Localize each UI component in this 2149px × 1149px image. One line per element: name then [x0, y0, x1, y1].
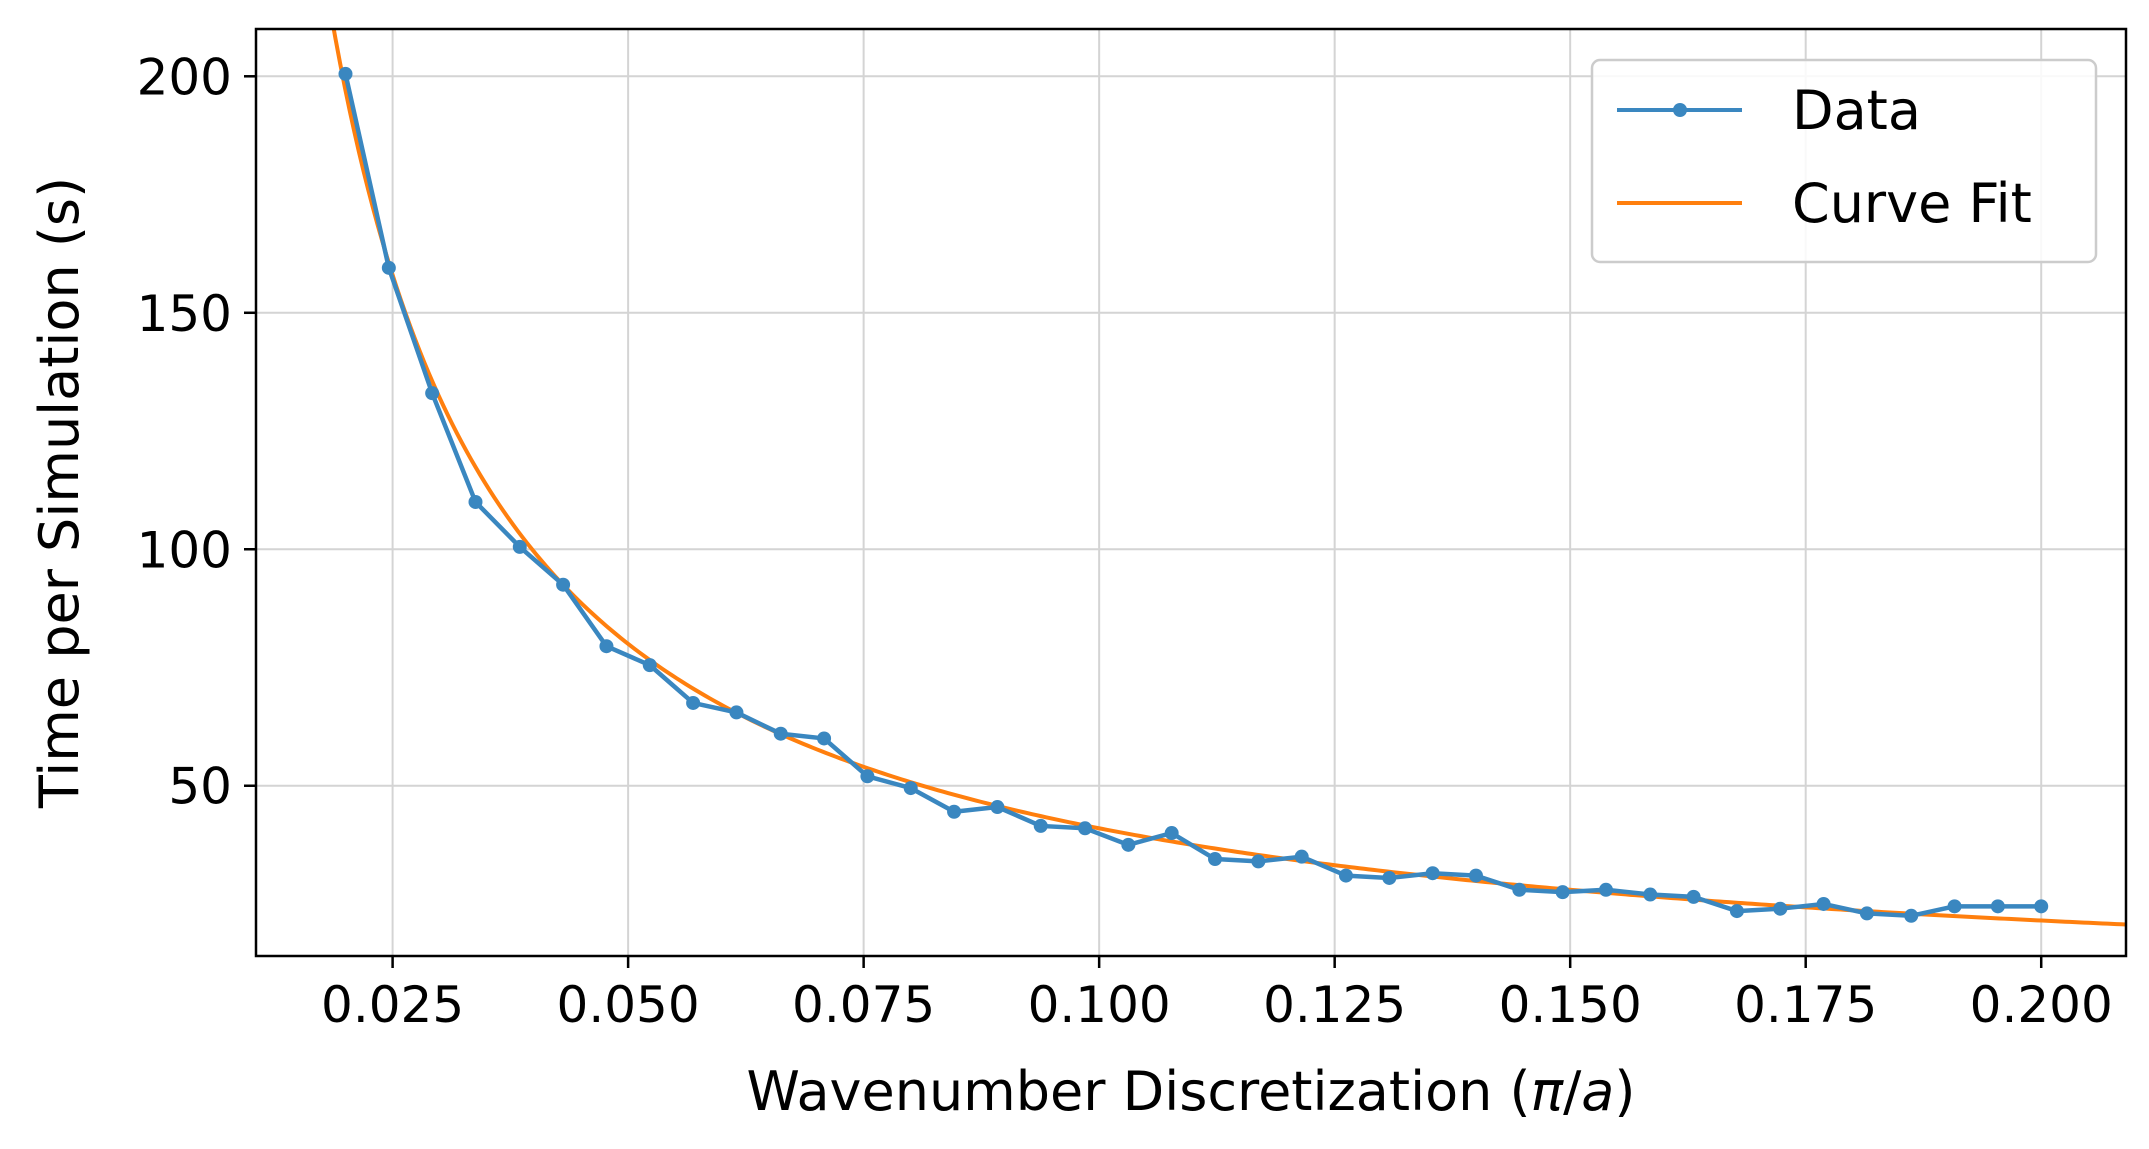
y-tick-label: 50	[168, 758, 232, 816]
data-point	[1121, 837, 1136, 852]
x-tick-label: 0.050	[557, 976, 700, 1034]
legend: Data Curve Fit	[1590, 58, 2098, 264]
data-point	[860, 769, 875, 784]
data-point	[1512, 882, 1527, 897]
data-point	[556, 577, 571, 592]
x-tick-label: 0.125	[1263, 976, 1406, 1034]
data-point	[1859, 906, 1874, 921]
data-point	[338, 66, 353, 81]
x-tick-label: 0.025	[321, 976, 464, 1034]
data-point	[817, 731, 832, 746]
data-point	[1382, 870, 1397, 885]
data-point	[381, 260, 396, 275]
data-point	[686, 695, 701, 710]
data-point	[512, 539, 527, 554]
x-axis-title-slash: /	[1563, 1060, 1582, 1123]
y-tick-label: 200	[137, 48, 232, 106]
data-point	[599, 639, 614, 654]
data-point	[1078, 821, 1093, 836]
x-tick-label: 0.175	[1734, 976, 1877, 1034]
data-point	[1904, 908, 1919, 923]
data-point	[1729, 904, 1744, 919]
data-point	[947, 804, 962, 819]
x-axis-title-a: a	[1581, 1060, 1614, 1123]
data-point	[1164, 826, 1179, 841]
legend-label-data: Data	[1792, 79, 1921, 142]
x-axis-title: Wavenumber Discretization (π/a)	[747, 1060, 1636, 1123]
data-point	[425, 386, 440, 401]
axis-ticks: 0.025 0.050 0.075 0.100 0.125 0.150 0.175 0.200…	[137, 48, 2113, 1034]
x-tick-label: 0.100	[1028, 976, 1171, 1034]
data-point	[642, 658, 657, 673]
y-axis-title: Time per Simulation (s)	[28, 177, 91, 809]
x-tick-label: 0.150	[1499, 976, 1642, 1034]
data-point	[1468, 868, 1483, 883]
axes-frame	[254, 27, 2128, 958]
data-point	[1425, 866, 1440, 881]
y-tick-label: 150	[137, 285, 232, 343]
data-point	[1947, 899, 1962, 914]
data-point	[1208, 852, 1223, 867]
data-point	[468, 494, 483, 509]
data-point	[1598, 882, 1613, 897]
data-point	[990, 800, 1005, 815]
legend-swatch-data-marker	[1673, 103, 1687, 117]
y-tick-label: 100	[137, 521, 232, 579]
data-point	[1555, 885, 1570, 900]
data-point	[1294, 849, 1309, 864]
legend-label-curve-fit: Curve Fit	[1792, 172, 2032, 235]
data-point	[903, 781, 918, 796]
x-tick-label: 0.200	[1970, 976, 2113, 1034]
x-axis-title-pi: π	[1531, 1060, 1565, 1123]
x-axis-title-after: )	[1614, 1060, 1635, 1123]
data-point	[1643, 887, 1658, 902]
data-point	[1033, 818, 1048, 833]
data-point	[729, 705, 744, 720]
data-point	[1251, 854, 1266, 869]
data-point	[1338, 868, 1353, 883]
x-axis-title-before: Wavenumber Discretization (	[747, 1060, 1531, 1123]
data-point	[2034, 899, 2049, 914]
data-point	[773, 726, 788, 741]
plot-series	[331, 29, 2126, 927]
data-point	[1686, 889, 1701, 904]
x-tick-label: 0.075	[792, 976, 935, 1034]
data-point	[1773, 901, 1788, 916]
data-point	[1816, 896, 1831, 911]
data-point	[1990, 899, 2005, 914]
series-data-line	[343, 73, 2042, 919]
